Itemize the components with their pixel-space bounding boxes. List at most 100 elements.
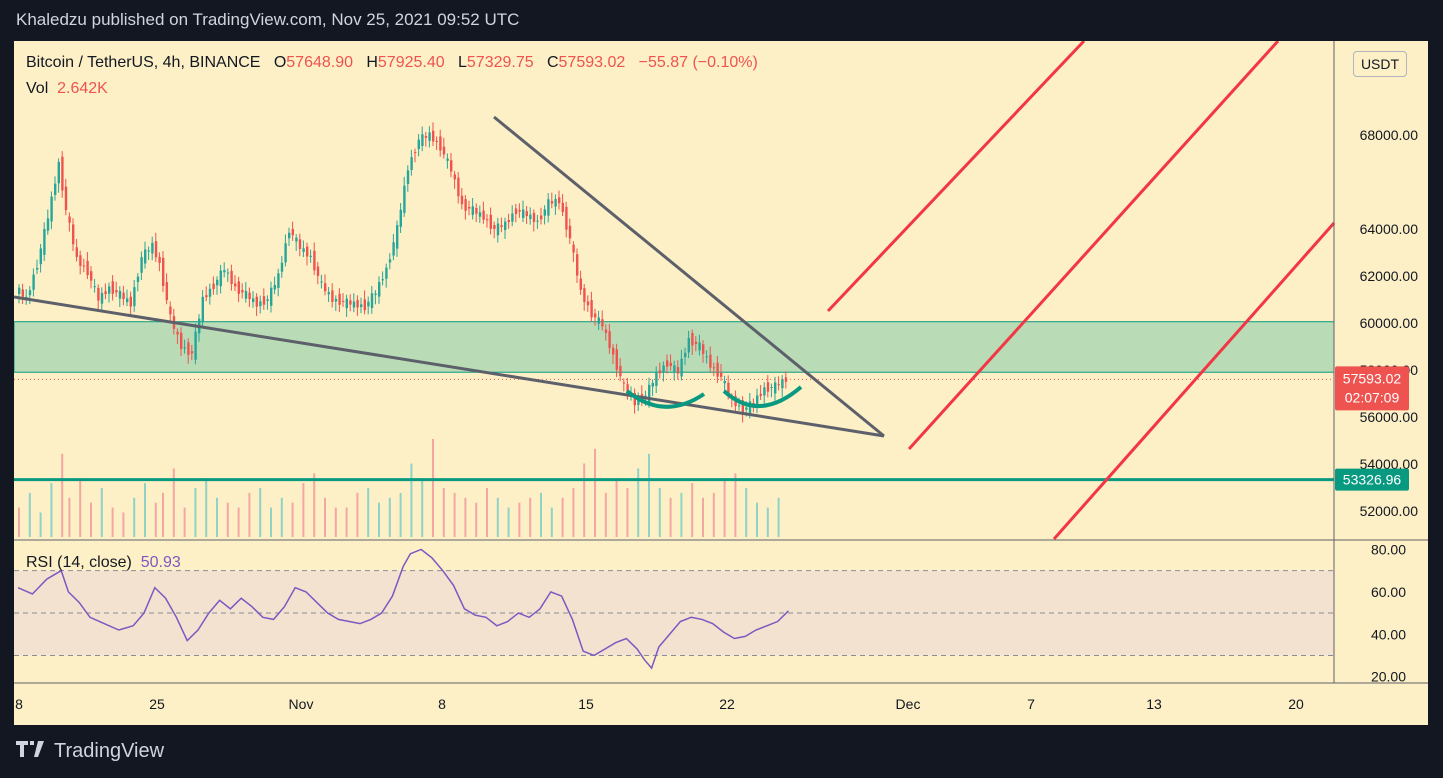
candle-body [626, 384, 629, 394]
volume-bar [518, 502, 521, 537]
volume-bar [712, 492, 715, 537]
candle-body [529, 214, 532, 220]
volume-bar [572, 488, 575, 537]
candle-body [298, 239, 302, 249]
candle-body [496, 223, 500, 236]
volume-bar [432, 439, 434, 537]
candle-body [187, 342, 190, 355]
candle-body [414, 152, 417, 154]
candle-body [334, 298, 338, 302]
candle-body [244, 290, 248, 299]
candle-body [284, 243, 287, 263]
candle-body [712, 367, 716, 369]
candle-body [781, 379, 784, 389]
volume-bar [723, 478, 726, 537]
high-value: 57925.40 [377, 54, 445, 71]
candle-body [432, 130, 435, 142]
currency-button[interactable]: USDT [1353, 51, 1407, 77]
candle-body [666, 360, 669, 367]
candle-body [561, 202, 564, 212]
volume-bar [50, 483, 53, 537]
candle-body [90, 271, 93, 281]
volume-bar [486, 488, 488, 537]
candle-body [86, 260, 89, 276]
volume-bar [615, 478, 618, 537]
candle-body [698, 342, 701, 351]
candle-body [774, 382, 777, 394]
candle-body [691, 332, 694, 346]
volume-bar [162, 492, 164, 537]
price-tick-label: 60000.00 [1360, 315, 1419, 331]
volume-bar [324, 497, 326, 537]
time-tick-label: 13 [1146, 696, 1162, 712]
candle-body [511, 213, 514, 222]
time-tick-label: 22 [719, 696, 735, 712]
candle-body [468, 207, 471, 209]
candle-body [558, 197, 561, 204]
candle-body [277, 273, 280, 288]
candle-body [309, 255, 312, 257]
support-price-label: 53326.96 [1343, 472, 1402, 488]
candle-body [349, 300, 352, 305]
volume-bar [194, 488, 197, 537]
close-value: 57593.02 [558, 54, 626, 71]
candle-body [68, 216, 71, 223]
volume-bar [100, 488, 103, 537]
candle-body [507, 219, 510, 223]
candle-body [428, 132, 431, 141]
candle-body [619, 365, 622, 377]
price-tick-label: 68000.00 [1360, 127, 1419, 143]
volume-bar [313, 473, 316, 537]
chart-frame[interactable]: 68000.0064000.0062000.0060000.0058000.00… [14, 41, 1428, 725]
symbol-title[interactable]: Bitcoin / TetherUS, 4h, BINANCE [26, 54, 261, 71]
candle-body [676, 366, 680, 374]
last-price-label: 57593.02 [1343, 370, 1402, 386]
candle-body [378, 281, 381, 297]
price-tick-label: 52000.00 [1360, 503, 1419, 519]
candle-body [208, 288, 212, 297]
candle-body [720, 373, 723, 377]
volume-bar [18, 507, 20, 537]
volume-bar [205, 478, 208, 537]
candle-body [702, 344, 705, 354]
candle-body [406, 170, 410, 184]
volume-bar [540, 492, 542, 537]
volume-bar [172, 468, 175, 537]
candle-body [723, 380, 726, 384]
candle-body [370, 293, 374, 309]
chart-canvas[interactable]: 68000.0064000.0062000.0060000.0058000.00… [14, 41, 1428, 725]
rsi-tick-label: 20.00 [1371, 669, 1406, 685]
candle-body [39, 248, 42, 265]
candle-body [399, 209, 402, 227]
candle-body [396, 225, 399, 249]
volume-bar [702, 497, 704, 537]
volume-bar [496, 497, 499, 537]
candle-body [338, 293, 341, 305]
footer-brand[interactable]: TradingView [16, 740, 164, 763]
price-tick-label: 54000.00 [1360, 456, 1419, 472]
time-tick-label: 25 [149, 696, 165, 712]
candle-body [352, 301, 356, 308]
candle-body [471, 206, 474, 215]
candle-body [597, 317, 600, 324]
candle-body [122, 292, 125, 300]
volume-label[interactable]: Vol [26, 80, 49, 97]
rsi-label[interactable]: RSI (14, close) [26, 554, 132, 571]
rsi-line [17, 548, 789, 670]
volume-bar [658, 488, 661, 537]
candle-body [410, 157, 413, 170]
time-tick-label: Nov [289, 696, 314, 712]
candle-body [331, 290, 334, 302]
candle-body [554, 198, 557, 207]
time-tick-label: 20 [1288, 696, 1304, 712]
candle-body [594, 313, 597, 318]
candle-body [64, 186, 68, 211]
candle-body [482, 210, 485, 220]
volume-bar [745, 488, 748, 537]
candle-body [291, 228, 294, 236]
support-price-tag [1335, 468, 1409, 491]
candle-body [205, 295, 208, 298]
candle-body [158, 256, 161, 263]
candle-body [450, 160, 453, 172]
candle-body [658, 370, 662, 374]
